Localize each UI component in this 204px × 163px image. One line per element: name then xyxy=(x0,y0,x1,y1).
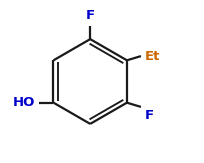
Text: F: F xyxy=(85,9,94,22)
Text: F: F xyxy=(144,109,153,122)
Text: HO: HO xyxy=(12,96,34,109)
Text: Et: Et xyxy=(144,50,160,63)
